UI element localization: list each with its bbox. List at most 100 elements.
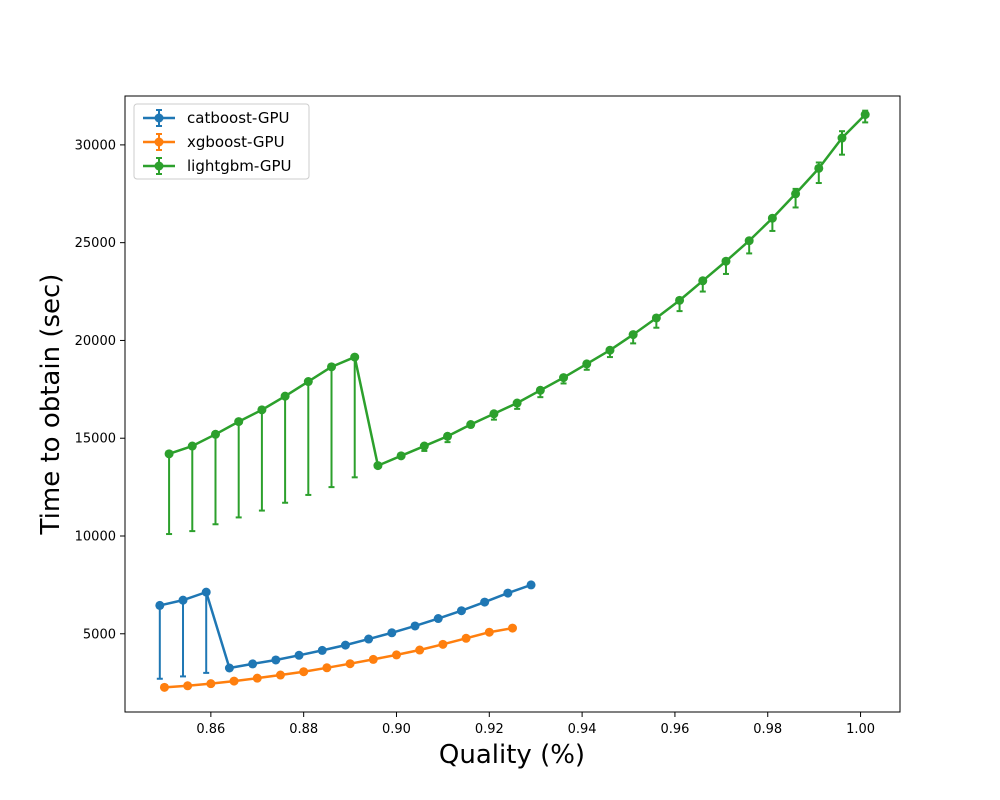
- data-point: [433, 614, 443, 624]
- data-point: [252, 673, 262, 683]
- data-point: [159, 682, 169, 692]
- y-axis: 5000 10000 15000 20000 25000 30000: [75, 138, 125, 642]
- data-point: [456, 606, 466, 616]
- data-point: [350, 352, 360, 362]
- data-point: [396, 451, 406, 461]
- y-tick-label: 5000: [83, 627, 116, 642]
- x-tick-label: 0.88: [289, 722, 318, 737]
- data-point: [419, 441, 429, 451]
- data-point: [257, 405, 267, 415]
- x-tick-label: 0.94: [568, 722, 597, 737]
- x-tick-label: 1.00: [846, 722, 875, 737]
- data-point: [484, 627, 494, 637]
- data-point: [721, 256, 731, 266]
- data-point: [814, 163, 824, 173]
- data-point: [415, 645, 425, 655]
- data-point: [559, 373, 569, 383]
- data-point: [294, 650, 304, 660]
- data-point: [303, 377, 313, 387]
- x-tick-label: 0.96: [660, 722, 689, 737]
- data-point: [466, 420, 476, 430]
- data-point: [698, 276, 708, 286]
- data-point: [275, 670, 285, 680]
- data-point: [155, 600, 165, 610]
- data-point: [512, 398, 522, 408]
- legend-entry: lightgbm-GPU: [143, 157, 292, 175]
- y-tick-label: 15000: [75, 432, 116, 447]
- data-point: [280, 391, 290, 401]
- data-point: [526, 580, 536, 590]
- axes-frame: [124, 95, 901, 713]
- data-point: [183, 681, 193, 691]
- y-tick-label: 20000: [75, 334, 116, 349]
- data-point: [791, 189, 801, 199]
- data-point: [767, 213, 777, 223]
- data-point: [340, 640, 350, 650]
- data-point: [582, 359, 592, 369]
- data-point: [391, 650, 401, 660]
- data-point: [443, 431, 453, 441]
- series-xgboost-GPU: [159, 623, 517, 692]
- x-tick-label: 0.90: [382, 722, 411, 737]
- series-lightgbm-GPU: [164, 109, 870, 536]
- data-point: [248, 659, 258, 669]
- data-point: [201, 587, 211, 597]
- data-point: [489, 409, 499, 419]
- x-tick-label: 0.86: [196, 722, 225, 737]
- data-point: [229, 676, 239, 686]
- legend-marker: [154, 113, 164, 123]
- legend-label: xgboost-GPU: [187, 133, 285, 151]
- y-axis-title: Time to obtain (sec): [36, 274, 66, 536]
- y-tick-label: 30000: [75, 138, 116, 153]
- x-axis: 0.86 0.88 0.90 0.92 0.94 0.96 0.98 1.00: [196, 712, 875, 737]
- data-point: [461, 633, 471, 643]
- data-point: [187, 441, 197, 451]
- data-point: [210, 429, 220, 439]
- data-point: [327, 362, 337, 372]
- data-point: [206, 679, 216, 689]
- data-point: [299, 667, 309, 677]
- data-point: [503, 588, 513, 598]
- x-tick-label: 0.92: [475, 722, 504, 737]
- data-point: [410, 621, 420, 631]
- data-point: [234, 417, 244, 427]
- data-point: [387, 628, 397, 638]
- data-point: [364, 634, 374, 644]
- data-point: [271, 655, 281, 665]
- data-point: [317, 645, 327, 655]
- data-point: [837, 133, 847, 143]
- series-catboost-GPU: [155, 580, 536, 680]
- data-point: [860, 110, 870, 120]
- data-point: [651, 313, 661, 323]
- data-point: [675, 295, 685, 305]
- data-point: [628, 330, 638, 340]
- data-point: [373, 461, 383, 471]
- legend-label: lightgbm-GPU: [187, 157, 292, 175]
- legend-label: catboost-GPU: [187, 109, 290, 127]
- legend-marker: [154, 161, 164, 171]
- data-point: [438, 639, 448, 649]
- data-point: [224, 663, 234, 673]
- plot-area: [155, 109, 870, 692]
- data-point: [164, 449, 174, 459]
- data-point: [345, 659, 355, 669]
- data-point: [368, 654, 378, 664]
- legend: catboost-GPU xgboost-GPU lightgbm-GPU: [133, 103, 310, 180]
- data-point: [605, 345, 615, 355]
- y-tick-label: 10000: [75, 530, 116, 545]
- legend-marker: [154, 137, 164, 147]
- data-point: [535, 385, 545, 395]
- y-tick-label: 25000: [75, 236, 116, 251]
- data-point: [480, 597, 490, 607]
- series-line: [164, 626, 513, 689]
- data-point: [744, 236, 754, 246]
- x-tick-label: 0.98: [753, 722, 782, 737]
- legend-entry: catboost-GPU: [143, 109, 290, 127]
- x-axis-title: Quality (%): [439, 740, 585, 770]
- legend-box: [133, 103, 310, 180]
- data-point: [322, 663, 332, 673]
- data-point: [508, 623, 517, 633]
- legend-entry: xgboost-GPU: [143, 133, 285, 151]
- data-point: [178, 595, 188, 605]
